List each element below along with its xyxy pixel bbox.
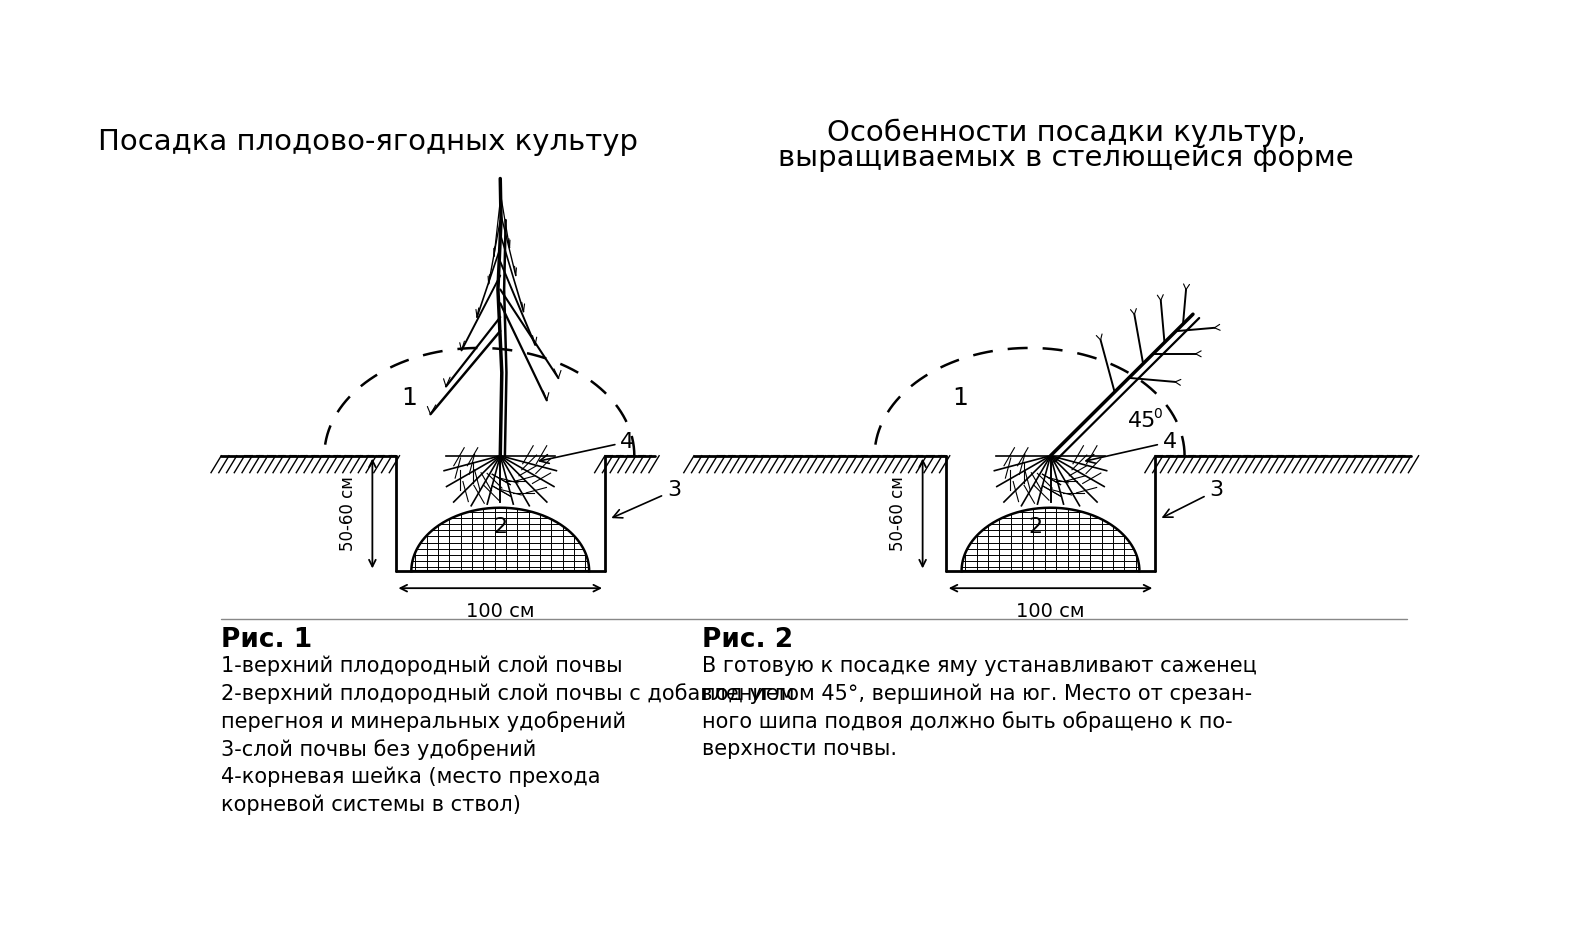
- Polygon shape: [961, 507, 1139, 571]
- Text: 4: 4: [1087, 431, 1177, 463]
- Text: 3: 3: [613, 480, 681, 518]
- Text: верхности почвы.: верхности почвы.: [702, 739, 897, 759]
- Text: 4-корневая шейка (место прехода: 4-корневая шейка (место прехода: [222, 767, 600, 787]
- Text: корневой системы в ствол): корневой системы в ствол): [222, 795, 521, 815]
- Text: 45: 45: [1128, 411, 1156, 431]
- Text: перегноя и минеральных удобрений: перегноя и минеральных удобрений: [222, 711, 626, 732]
- Text: 50-60 см: 50-60 см: [339, 476, 356, 551]
- Text: В готовую к посадке яму устанавливают саженец: В готовую к посадке яму устанавливают са…: [702, 656, 1256, 676]
- Text: 1: 1: [402, 386, 418, 410]
- Text: 3-слой почвы без удобрений: 3-слой почвы без удобрений: [222, 739, 537, 760]
- Text: Рис. 2: Рис. 2: [702, 627, 794, 652]
- Text: Особенности посадки культур,: Особенности посадки культур,: [827, 119, 1305, 147]
- Text: Рис. 1: Рис. 1: [222, 627, 312, 652]
- Text: под углом 45°, вершиной на юг. Место от срезан-: под углом 45°, вершиной на юг. Место от …: [702, 683, 1251, 704]
- Text: 1: 1: [952, 386, 968, 410]
- Text: 0: 0: [1153, 407, 1163, 421]
- Text: 100 см: 100 см: [466, 602, 534, 622]
- Text: 4: 4: [540, 431, 635, 463]
- Text: выращиваемых в стелющейся форме: выращиваемых в стелющейся форме: [778, 144, 1354, 172]
- Text: 2: 2: [1028, 518, 1042, 537]
- Text: Посадка плодово-ягодных культур: Посадка плодово-ягодных культур: [98, 128, 638, 156]
- Text: 2: 2: [493, 518, 507, 537]
- Text: 100 см: 100 см: [1017, 602, 1085, 622]
- Text: 3: 3: [1163, 480, 1223, 518]
- Text: 2-верхний плодородный слой почвы с добавлением: 2-верхний плодородный слой почвы с добав…: [222, 683, 795, 705]
- Text: 50-60 см: 50-60 см: [889, 476, 906, 551]
- Text: 1-верхний плодородный слой почвы: 1-верхний плодородный слой почвы: [222, 656, 623, 677]
- Text: ного шипа подвоя должно быть обращено к по-: ного шипа подвоя должно быть обращено к …: [702, 711, 1232, 732]
- Polygon shape: [412, 507, 589, 571]
